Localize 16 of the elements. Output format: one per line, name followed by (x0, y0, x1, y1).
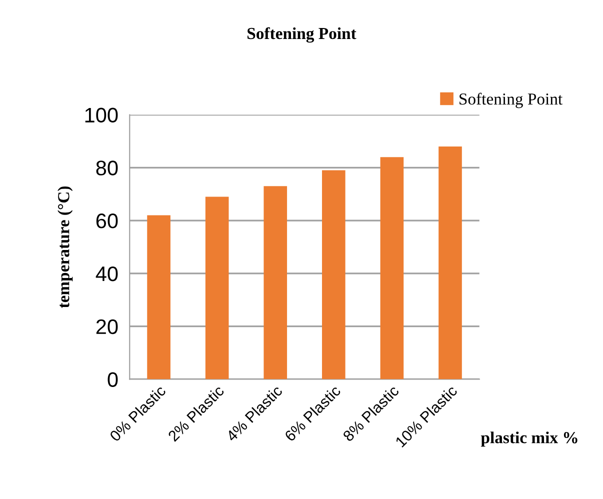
bar (380, 157, 404, 380)
y-tick-label: 80 (96, 160, 118, 176)
y-tick-label: 40 (96, 266, 118, 282)
legend-label: Softening Point (460, 92, 563, 108)
bar (322, 170, 346, 380)
bar (205, 196, 229, 380)
y-tick-label: 0 (108, 372, 118, 387)
bar (438, 146, 462, 380)
y-tick-label: 60 (96, 214, 118, 228)
chart-title: Softening Point (248, 27, 356, 43)
y-tick-label: 20 (96, 319, 118, 334)
x-axis-title: plastic mix % (480, 432, 578, 447)
bar (147, 215, 170, 380)
bar (264, 186, 288, 380)
y-tick-label: 100 (85, 108, 118, 123)
y-axis-title: temperature (°C) (58, 186, 73, 308)
